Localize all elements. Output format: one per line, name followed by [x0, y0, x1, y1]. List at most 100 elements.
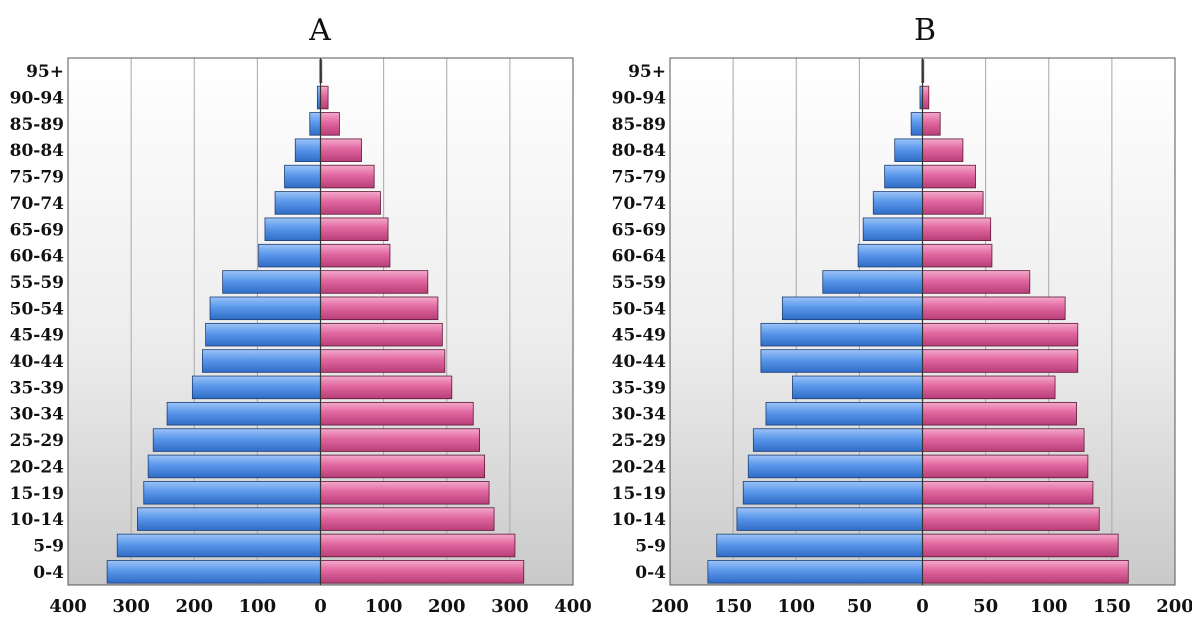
bar-right-40-44: [320, 349, 446, 373]
y-tick-label: 25-29: [10, 431, 64, 451]
bar-right-30-34: [320, 401, 474, 426]
chart-title: B: [914, 13, 936, 48]
bar-left-30-34: [166, 401, 321, 426]
bar-left-5-9: [116, 533, 321, 558]
x-tick-label: 0: [916, 596, 929, 617]
bar-right-70-74: [320, 191, 381, 215]
bar-right-20-24: [922, 454, 1089, 479]
bar-right-65-69: [922, 217, 992, 242]
bar-left-80-84: [894, 138, 923, 162]
bar-right-75-79: [922, 164, 976, 189]
bar-right-0-4: [320, 560, 525, 584]
bar-left-40-44: [760, 349, 923, 373]
bar-left-20-24: [747, 454, 923, 479]
bar-right-85-89: [922, 112, 941, 136]
y-tick-label: 90-94: [10, 89, 65, 109]
y-tick-label: 10-14: [612, 510, 667, 530]
bar-left-35-39: [191, 375, 321, 400]
bar-right-0-4: [922, 560, 1129, 584]
y-tick-label: 95+: [26, 62, 64, 82]
y-tick-label: 65-69: [10, 220, 64, 240]
bar-right-55-59: [922, 270, 1031, 294]
y-tick-label: 35-39: [612, 378, 666, 398]
y-tick-label: 60-64: [612, 247, 667, 267]
y-tick-label: 15-19: [10, 484, 64, 504]
y-tick-label: 45-49: [10, 326, 64, 346]
y-tick-label: 75-79: [10, 168, 64, 188]
bar-left-20-24: [147, 454, 321, 479]
bar-left-0-4: [707, 560, 923, 584]
x-tick-label: 200: [651, 596, 689, 617]
y-tick-label: 80-84: [10, 141, 65, 161]
bar-right-65-69: [320, 217, 389, 242]
y-tick-label: 95+: [628, 62, 666, 82]
y-tick-label: 60-64: [10, 247, 65, 267]
bar-left-0-4: [106, 560, 321, 584]
bar-left-40-44: [202, 349, 321, 373]
bar-right-20-24: [320, 454, 486, 479]
y-tick-label: 0-4: [33, 563, 64, 583]
y-tick-label: 90-94: [612, 89, 667, 109]
y-tick-label: 20-24: [612, 457, 667, 477]
bar-right-5-9: [320, 533, 516, 558]
x-tick-label: 150: [1093, 596, 1131, 617]
x-tick-label: 200: [175, 596, 213, 617]
bar-left-25-29: [752, 428, 923, 452]
y-tick-label: 70-74: [612, 194, 667, 214]
bar-left-25-29: [152, 428, 321, 452]
bar-right-85-89: [320, 112, 340, 136]
y-tick-label: 45-49: [612, 326, 666, 346]
bar-left-65-69: [264, 217, 321, 242]
bar-left-5-9: [716, 533, 923, 558]
x-tick-label: 200: [1156, 596, 1192, 617]
bar-right-45-49: [320, 322, 443, 347]
bar-left-50-54: [781, 296, 923, 321]
pyramid-panel-a: 0-4 5-9 10-14 15-19 20-24 25-29 30-34 35-39 40-4…: [10, 13, 592, 617]
x-tick-label: 100: [239, 596, 277, 617]
bar-left-45-49: [760, 322, 923, 347]
y-tick-label: 65-69: [612, 220, 666, 240]
pyramid-panel-b: 0-4 5-9 10-14 15-19 20-24 25-29 30-34 35-39 40-4…: [612, 13, 1192, 617]
y-tick-label: 55-59: [10, 273, 64, 293]
bar-left-85-89: [309, 112, 321, 136]
bar-left-15-19: [143, 481, 321, 505]
bar-left-75-79: [884, 164, 923, 189]
bar-left-10-14: [736, 507, 923, 531]
bar-right-50-54: [320, 296, 439, 321]
x-tick-label: 300: [112, 596, 150, 617]
bar-left-80-84: [294, 138, 321, 162]
y-tick-label: 40-44: [612, 352, 667, 372]
bar-left-60-64: [258, 243, 321, 268]
bar-left-65-69: [862, 217, 923, 242]
bar-left-50-54: [209, 296, 321, 321]
bar-right-5-9: [922, 533, 1119, 558]
bar-left-75-79: [284, 164, 321, 189]
y-tick-label: 70-74: [10, 194, 65, 214]
x-tick-label: 400: [554, 596, 592, 617]
bar-left-10-14: [137, 507, 321, 531]
bar-right-55-59: [320, 270, 429, 294]
x-tick-label: 0: [314, 596, 327, 617]
y-tick-label: 5-9: [635, 536, 666, 556]
y-tick-label: 85-89: [612, 115, 666, 135]
bar-right-10-14: [922, 507, 1100, 531]
bar-left-60-64: [857, 243, 923, 268]
bar-left-15-19: [742, 481, 923, 505]
x-tick-label: 200: [428, 596, 466, 617]
bar-right-60-64: [922, 243, 993, 268]
x-tick-label: 50: [847, 596, 872, 617]
bar-left-30-34: [765, 401, 923, 426]
bar-left-35-39: [792, 375, 923, 400]
bar-right-80-84: [320, 138, 362, 162]
y-tick-label: 80-84: [612, 141, 667, 161]
y-tick-label: 75-79: [612, 168, 666, 188]
chart-title: A: [308, 13, 331, 48]
x-tick-label: 100: [777, 596, 815, 617]
bar-right-35-39: [922, 375, 1056, 400]
bar-right-10-14: [320, 507, 495, 531]
y-tick-label: 10-14: [10, 510, 65, 530]
x-tick-label: 100: [1030, 596, 1068, 617]
bar-right-35-39: [320, 375, 453, 400]
y-tick-label: 40-44: [10, 352, 65, 372]
